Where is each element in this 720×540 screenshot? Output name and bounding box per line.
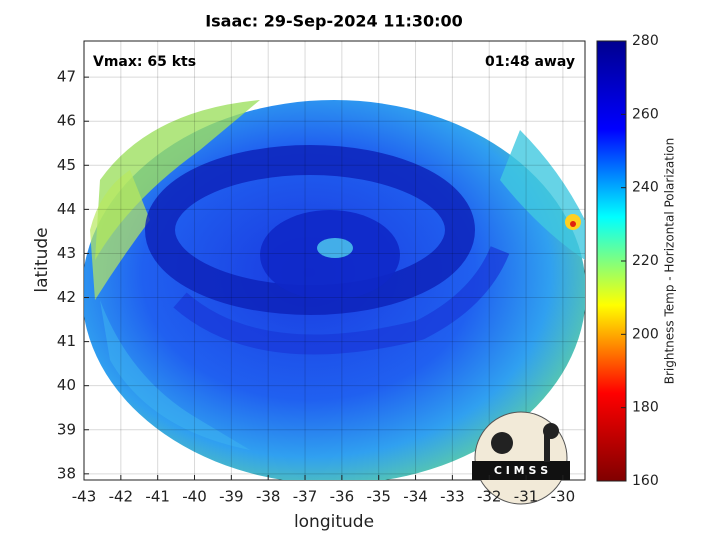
vmax-label: Vmax: 65 kts: [93, 54, 196, 70]
x-tick-label: -41: [145, 488, 170, 506]
x-tick-label: -37: [293, 488, 318, 506]
colorbar-tick-label: 240: [632, 180, 659, 196]
grid: [83, 41, 585, 480]
x-tick-label: -40: [182, 488, 207, 506]
colorbar-tick-label: 280: [632, 33, 659, 49]
colorbar-tick-label: 260: [632, 106, 659, 122]
colorbar-label: Brightness Temp - Horizontal Polarizatio…: [663, 138, 677, 385]
x-tick-label: -31: [514, 488, 539, 506]
colorbar-tick-label: 220: [632, 253, 659, 269]
time-label: 01:48 away: [485, 54, 575, 70]
x-tick-label: -33: [440, 488, 465, 506]
x-tick-label: -38: [256, 488, 281, 506]
y-tick-label: 42: [57, 288, 76, 306]
x-tick-label: -35: [366, 488, 391, 506]
logo: C I M S S: [472, 411, 570, 505]
swath-image: [84, 100, 585, 480]
x-tick-label: -43: [72, 488, 97, 506]
x-tick-label: -39: [219, 488, 244, 506]
y-tick-label: 44: [57, 200, 76, 218]
chart-title: Isaac: 29-Sep-2024 11:30:00: [205, 12, 463, 31]
x-axis-label: longitude: [294, 512, 374, 532]
colorbar-tick-label: 160: [632, 473, 659, 489]
y-tick-label: 47: [57, 68, 76, 86]
logo-text: C I M S S: [494, 464, 548, 477]
colorbar-tick-label: 180: [632, 400, 659, 416]
y-tick-label: 41: [57, 332, 76, 350]
x-tick-label: -30: [551, 488, 576, 506]
y-tick-label: 39: [57, 420, 76, 438]
y-tick-label: 43: [57, 244, 76, 262]
x-tick-label: -42: [109, 488, 134, 506]
y-tick-label: 45: [57, 156, 76, 174]
y-tick-label: 40: [57, 376, 76, 394]
y-tick-label: 38: [57, 464, 76, 482]
y-tick-label: 46: [57, 112, 76, 130]
y-axis-label: latitude: [32, 227, 52, 292]
x-tick-label: -34: [403, 488, 428, 506]
colorbar-tick-label: 200: [632, 326, 659, 342]
x-tick-label: -32: [477, 488, 502, 506]
x-tick-label: -36: [330, 488, 355, 506]
